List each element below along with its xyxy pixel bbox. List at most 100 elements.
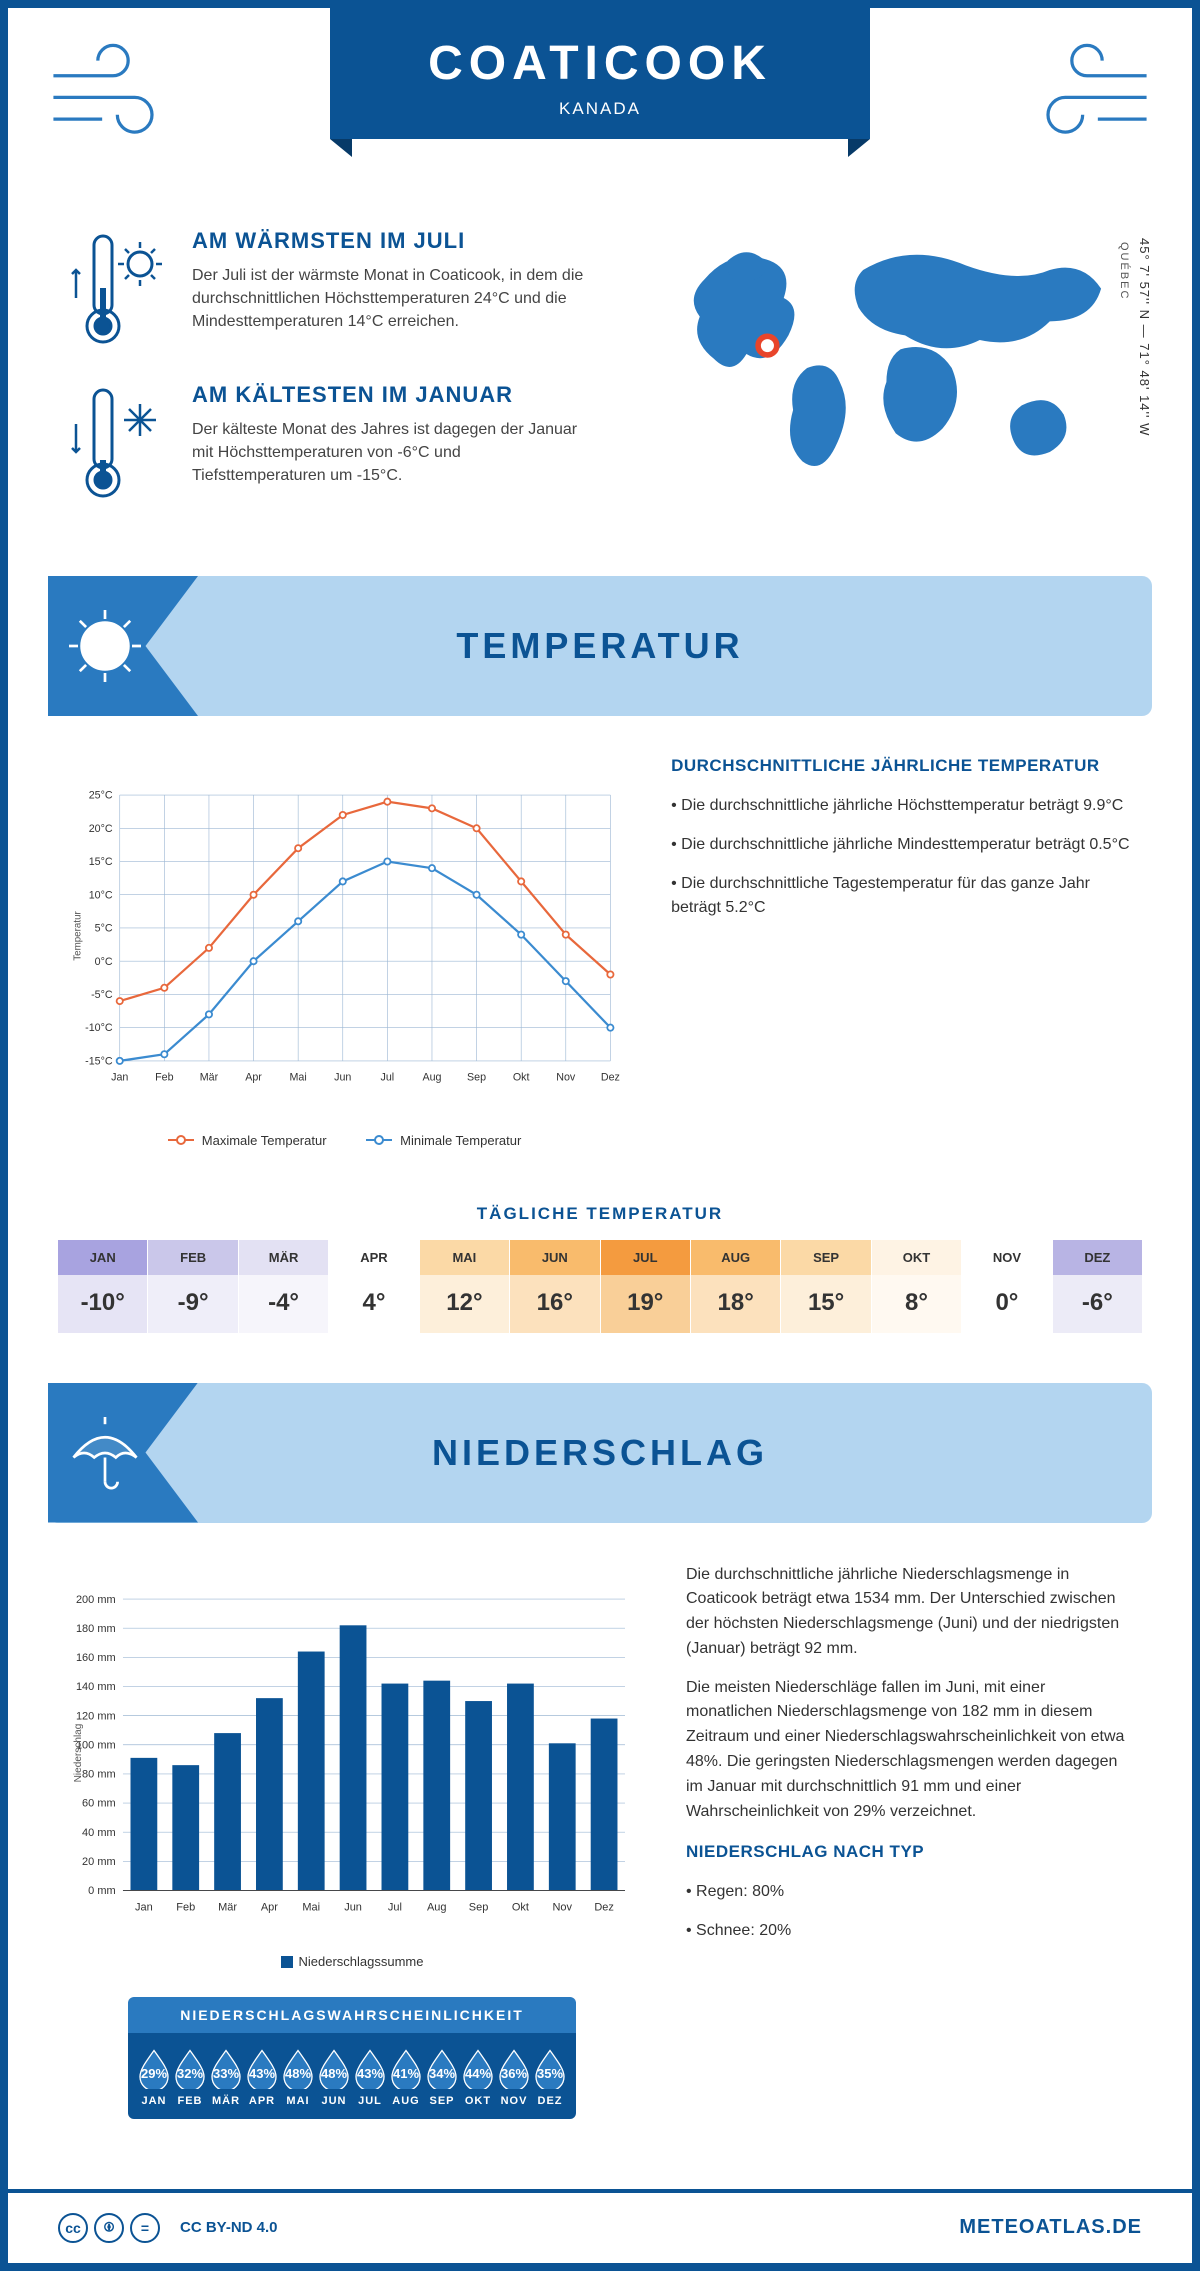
svg-text:Niederschlag: Niederschlag: [73, 1723, 84, 1782]
temp-info-list: Die durchschnittliche jährliche Höchstte…: [671, 794, 1132, 921]
temp-strip-cell: MÄR-4°: [239, 1240, 329, 1333]
svg-text:0°C: 0°C: [95, 956, 113, 968]
banner-corner: [48, 576, 198, 716]
bar-chart-legend: Niederschlagssumme: [68, 1954, 636, 1969]
svg-text:Nov: Nov: [552, 1901, 572, 1913]
svg-text:Aug: Aug: [422, 1072, 441, 1084]
temp-strip-cell: AUG18°: [691, 1240, 781, 1333]
svg-text:Apr: Apr: [261, 1901, 278, 1913]
svg-text:Dez: Dez: [594, 1901, 614, 1913]
probability-cell: 33%MÄR: [208, 2047, 244, 2107]
probability-cell: 36%NOV: [496, 2047, 532, 2107]
svg-text:Okt: Okt: [512, 1901, 529, 1913]
thermometer-snow-icon: [68, 382, 168, 502]
svg-text:120 mm: 120 mm: [76, 1710, 116, 1722]
probability-cell: 29%JAN: [136, 2047, 172, 2107]
svg-text:Apr: Apr: [245, 1072, 262, 1084]
license-block: cc 🅯 = CC BY-ND 4.0: [58, 2213, 278, 2243]
precipitation-body: 0 mm20 mm40 mm60 mm80 mm100 mm120 mm140 …: [8, 1523, 1192, 2189]
probability-box: NIEDERSCHLAGSWAHRSCHEINLICHKEIT 29%JAN32…: [128, 1997, 576, 2119]
world-map: [632, 228, 1132, 508]
temp-strip-cell: NOV0°: [962, 1240, 1052, 1333]
svg-text:Jan: Jan: [135, 1901, 153, 1913]
nd-icon: =: [130, 2213, 160, 2243]
warmest-fact: AM WÄRMSTEN IM JULI Der Juli ist der wär…: [68, 228, 592, 348]
svg-text:20 mm: 20 mm: [82, 1855, 116, 1867]
probability-cell: 48%JUN: [316, 2047, 352, 2107]
banner-corner: [48, 1383, 198, 1523]
bar-legend-label: Niederschlagssumme: [299, 1954, 424, 1969]
svg-text:-15°C: -15°C: [85, 1055, 113, 1067]
precipitation-bar-chart: 0 mm20 mm40 mm60 mm80 mm100 mm120 mm140 …: [68, 1563, 636, 1943]
svg-text:Feb: Feb: [176, 1901, 195, 1913]
temp-strip-cell: MAI12°: [420, 1240, 510, 1333]
temperature-line-chart: -15°C-10°C-5°C0°C5°C10°C15°C20°C25°CJanF…: [68, 756, 621, 1116]
precipitation-heading: NIEDERSCHLAG: [432, 1432, 768, 1474]
svg-text:180 mm: 180 mm: [76, 1622, 116, 1634]
temp-strip-cell: OKT8°: [872, 1240, 962, 1333]
svg-text:20°C: 20°C: [89, 823, 113, 835]
precip-text-1: Die durchschnittliche jährliche Niedersc…: [686, 1563, 1132, 1662]
coldest-title: AM KÄLTESTEN IM JANUAR: [192, 382, 592, 408]
coldest-fact: AM KÄLTESTEN IM JANUAR Der kälteste Mona…: [68, 382, 592, 502]
temp-info-item: Die durchschnittliche jährliche Mindestt…: [671, 833, 1132, 858]
svg-text:160 mm: 160 mm: [76, 1652, 116, 1664]
temp-strip-cell: JUN16°: [510, 1240, 600, 1333]
city-title: COATICOOK: [330, 36, 870, 91]
region-label: QUÉBEC: [1118, 242, 1130, 300]
probability-cell: 41%AUG: [388, 2047, 424, 2107]
svg-text:Sep: Sep: [469, 1901, 489, 1913]
line-chart-legend: Maximale Temperatur Minimale Temperatur: [68, 1129, 621, 1148]
probability-cell: 43%APR: [244, 2047, 280, 2107]
probability-cell: 44%OKT: [460, 2047, 496, 2107]
svg-text:Jul: Jul: [388, 1901, 402, 1913]
country-subtitle: KANADA: [330, 99, 870, 119]
probability-cell: 32%FEB: [172, 2047, 208, 2107]
temp-strip-cell: SEP15°: [781, 1240, 871, 1333]
svg-text:Mär: Mär: [218, 1901, 237, 1913]
temp-strip-cell: APR4°: [329, 1240, 419, 1333]
temp-strip-cell: JUL19°: [601, 1240, 691, 1333]
warmest-title: AM WÄRMSTEN IM JULI: [192, 228, 592, 254]
precip-text-2: Die meisten Niederschläge fallen im Juni…: [686, 1676, 1132, 1825]
probability-cell: 48%MAI: [280, 2047, 316, 2107]
precip-type-item: Regen: 80%: [686, 1880, 1132, 1905]
svg-text:Feb: Feb: [155, 1072, 173, 1084]
legend-max-label: Maximale Temperatur: [202, 1133, 327, 1148]
legend-min-label: Minimale Temperatur: [400, 1133, 521, 1148]
warmest-text: Der Juli ist der wärmste Monat in Coatic…: [192, 264, 592, 334]
svg-text:0 mm: 0 mm: [88, 1885, 115, 1897]
temp-info-heading: DURCHSCHNITTLICHE JÄHRLICHE TEMPERATUR: [671, 756, 1132, 776]
svg-text:80 mm: 80 mm: [82, 1768, 116, 1780]
svg-text:Nov: Nov: [556, 1072, 576, 1084]
svg-text:Mai: Mai: [290, 1072, 307, 1084]
svg-text:140 mm: 140 mm: [76, 1681, 116, 1693]
cc-icon: cc: [58, 2213, 88, 2243]
umbrella-icon: [60, 1408, 150, 1498]
svg-text:Okt: Okt: [513, 1072, 530, 1084]
svg-text:Mai: Mai: [302, 1901, 320, 1913]
svg-text:Jan: Jan: [111, 1072, 128, 1084]
daily-temp-strip: JAN-10°FEB-9°MÄR-4°APR4°MAI12°JUN16°JUL1…: [58, 1240, 1142, 1333]
svg-text:200 mm: 200 mm: [76, 1593, 116, 1605]
license-text: CC BY-ND 4.0: [180, 2219, 278, 2236]
probability-cell: 43%JUL: [352, 2047, 388, 2107]
probability-cell: 34%SEP: [424, 2047, 460, 2107]
temp-strip-cell: FEB-9°: [148, 1240, 238, 1333]
svg-text:Dez: Dez: [601, 1072, 620, 1084]
svg-text:Sep: Sep: [467, 1072, 486, 1084]
svg-text:Temperatur: Temperatur: [72, 910, 83, 960]
svg-text:10°C: 10°C: [89, 889, 113, 901]
svg-text:-10°C: -10°C: [85, 1022, 113, 1034]
temperature-body: -15°C-10°C-5°C0°C5°C10°C15°C20°C25°CJanF…: [8, 716, 1192, 1178]
thermometer-sun-icon: [68, 228, 168, 348]
svg-text:Mär: Mär: [200, 1072, 219, 1084]
svg-text:Jun: Jun: [344, 1901, 362, 1913]
by-icon: 🅯: [94, 2213, 124, 2243]
probability-title: NIEDERSCHLAGSWAHRSCHEINLICHKEIT: [128, 1997, 576, 2033]
svg-text:40 mm: 40 mm: [82, 1826, 116, 1838]
temperature-heading: TEMPERATUR: [456, 625, 743, 667]
precip-type-heading: NIEDERSCHLAG NACH TYP: [686, 1842, 1132, 1862]
svg-text:Aug: Aug: [427, 1901, 447, 1913]
probability-cell: 35%DEZ: [532, 2047, 568, 2107]
